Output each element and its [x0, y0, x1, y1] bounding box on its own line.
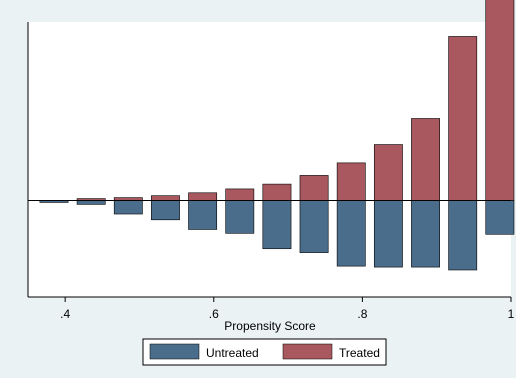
legend: Untreated Treated — [142, 338, 387, 366]
bar-untreated-11 — [448, 200, 478, 271]
legend-label-untreated: Untreated — [206, 346, 259, 360]
bar-treated-5 — [225, 188, 255, 201]
x-axis-label: Propensity Score — [224, 319, 316, 333]
bar-untreated-1 — [76, 200, 106, 205]
x-tick-label: 1 — [508, 307, 515, 321]
legend-swatch-treated — [282, 343, 333, 360]
x-ticks-group: .4 .6 .8 1 — [60, 297, 515, 321]
bar-untreated-2 — [113, 200, 143, 215]
bar-treated-8 — [336, 162, 366, 201]
x-tick-label: .6 — [209, 307, 219, 321]
bar-untreated-7 — [299, 200, 329, 253]
bar-treated-4 — [188, 192, 218, 201]
bar-untreated-5 — [225, 200, 255, 234]
bar-treated-6 — [262, 183, 292, 201]
bar-treated-11 — [448, 36, 478, 201]
bar-treated-12 — [485, 0, 515, 201]
bar-untreated-9 — [373, 200, 403, 268]
bar-treated-10 — [411, 118, 440, 201]
bars-group — [39, 0, 515, 271]
x-tick-label: .4 — [60, 307, 70, 321]
bar-untreated-12 — [485, 200, 515, 235]
bar-untreated-6 — [262, 200, 292, 250]
bar-untreated-10 — [411, 200, 440, 268]
bar-untreated-8 — [336, 200, 366, 267]
bar-treated-3 — [151, 195, 180, 201]
bar-treated-7 — [299, 175, 329, 201]
x-tick-label: .8 — [357, 307, 367, 321]
legend-swatch-untreated — [149, 343, 200, 360]
bar-untreated-3 — [151, 200, 180, 221]
bar-untreated-4 — [188, 200, 218, 230]
legend-label-treated: Treated — [339, 346, 380, 360]
bar-treated-9 — [373, 144, 403, 201]
